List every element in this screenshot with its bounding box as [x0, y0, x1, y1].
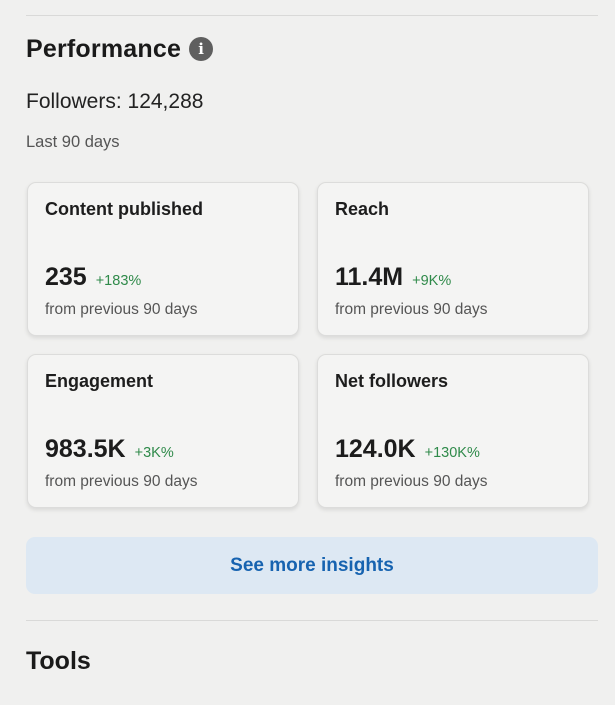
- card-value: 124.0K: [335, 435, 416, 463]
- card-value: 11.4M: [335, 263, 404, 291]
- see-more-insights-button[interactable]: See more insights: [26, 537, 598, 594]
- period-label: Last 90 days: [26, 133, 120, 151]
- tools-title: Tools: [26, 647, 91, 675]
- top-divider: [26, 15, 598, 16]
- card-value: 983.5K: [45, 435, 126, 463]
- card-value-row: 983.5K +3K%: [45, 435, 174, 464]
- metric-card-content-published[interactable]: Content published 235 +183% from previou…: [27, 182, 299, 336]
- section-divider: [26, 620, 598, 621]
- metric-card-engagement[interactable]: Engagement 983.5K +3K% from previous 90 …: [27, 354, 299, 508]
- card-subtext: from previous 90 days: [45, 301, 198, 318]
- card-subtext: from previous 90 days: [335, 473, 488, 490]
- card-change: +130K%: [424, 445, 480, 461]
- performance-title: Performance: [26, 34, 182, 63]
- metric-card-reach[interactable]: Reach 11.4M +9K% from previous 90 days: [317, 182, 589, 336]
- card-value-row: 11.4M +9K%: [335, 263, 451, 292]
- card-value: 235: [45, 263, 87, 291]
- card-change: +9K%: [412, 273, 452, 289]
- card-subtext: from previous 90 days: [335, 301, 488, 318]
- card-label: Net followers: [335, 371, 449, 391]
- card-label: Engagement: [45, 371, 154, 391]
- info-icon[interactable]: i: [189, 37, 214, 61]
- card-value-row: 235 +183%: [45, 263, 141, 292]
- card-label: Reach: [335, 199, 390, 219]
- metric-card-net-followers[interactable]: Net followers 124.0K +130K% from previou…: [317, 354, 589, 508]
- followers-count: Followers: 124,288: [26, 90, 204, 113]
- performance-header: Performance i: [26, 32, 214, 66]
- card-subtext: from previous 90 days: [45, 473, 198, 490]
- card-value-row: 124.0K +130K%: [335, 435, 480, 464]
- card-change: +183%: [95, 273, 142, 289]
- card-change: +3K%: [134, 445, 174, 461]
- card-label: Content published: [45, 199, 203, 219]
